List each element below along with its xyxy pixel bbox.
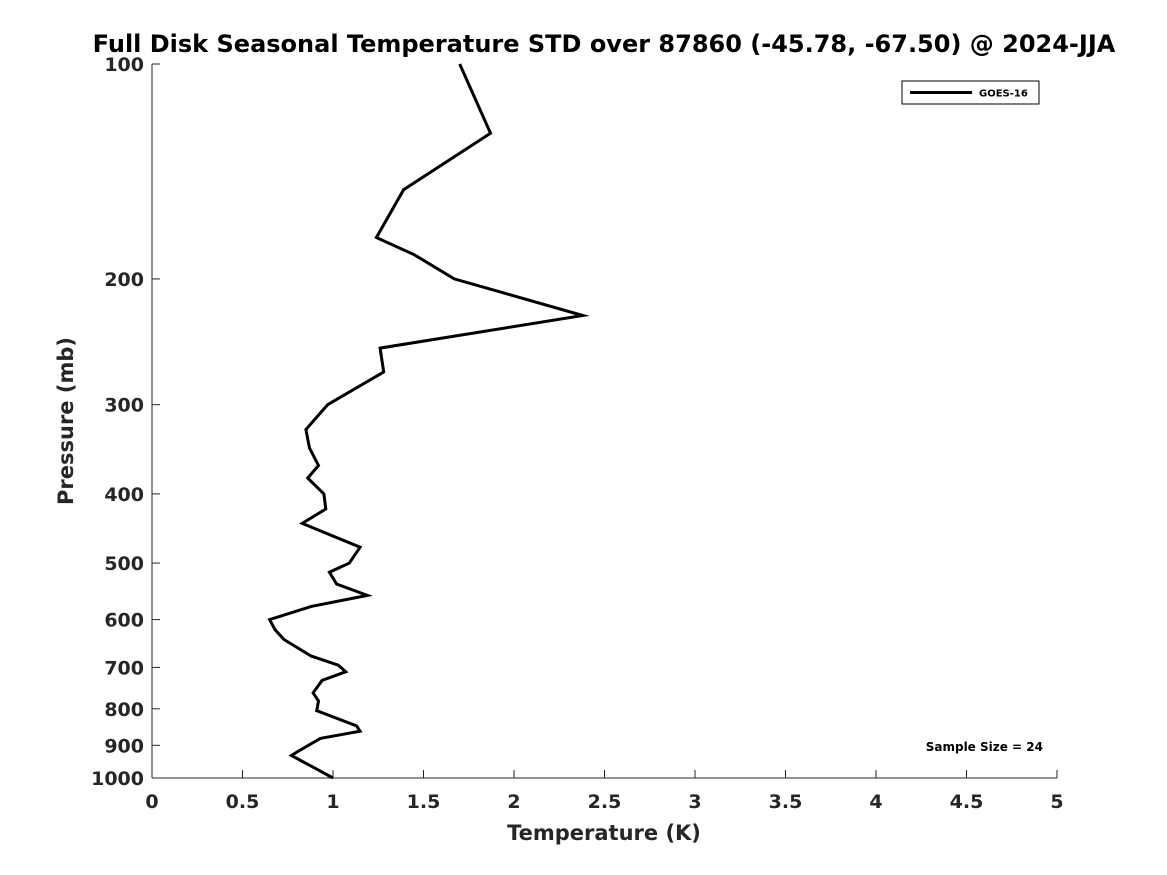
data-point: [305, 429, 306, 430]
y-tick-label: 400: [104, 484, 144, 506]
y-tick-label: 800: [104, 699, 144, 721]
data-point: [403, 189, 404, 190]
y-tick-label: 900: [104, 735, 144, 757]
x-axis-ticks: 0 0.5 1 1.5 2 2.5 3 3.5 4 4.5 5: [145, 770, 1064, 813]
data-point: [329, 572, 330, 573]
data-point: [582, 315, 583, 316]
data-point: [459, 64, 460, 65]
data-point: [320, 738, 321, 739]
data-point: [318, 770, 319, 771]
y-tick-label: 1000: [91, 768, 144, 790]
x-tick-label: 2.5: [588, 791, 622, 813]
legend-label-goes-16: GOES-16: [979, 89, 1028, 100]
x-tick-label: 0: [145, 791, 158, 813]
series-layer: [267, 63, 590, 780]
y-tick-label: 500: [104, 553, 144, 575]
data-point: [338, 665, 339, 666]
data-point: [311, 606, 312, 607]
data-point: [490, 133, 491, 134]
y-tick-label: 200: [104, 269, 144, 291]
data-point: [333, 778, 334, 779]
data-point: [360, 547, 361, 548]
data-point: [307, 477, 308, 478]
x-tick-label: 4: [869, 791, 882, 813]
y-tick-label: 100: [104, 54, 144, 76]
series-line-goes-16: [267, 63, 590, 780]
data-point: [380, 348, 381, 349]
data-point: [318, 700, 319, 701]
data-point: [269, 619, 270, 620]
x-tick-label: 5: [1050, 791, 1063, 813]
data-point: [318, 465, 319, 466]
y-tick-label: 600: [104, 610, 144, 632]
data-point: [313, 692, 314, 693]
data-point: [454, 278, 455, 279]
y-axis-label: Pressure (mb): [54, 337, 78, 505]
data-point: [296, 752, 297, 753]
data-point: [323, 493, 324, 494]
y-axis-ticks: 100 200 300 400 500 600 700 800 900 1000: [91, 54, 160, 790]
data-point: [383, 371, 384, 372]
x-tick-label: 0.5: [226, 791, 260, 813]
data-point: [309, 448, 310, 449]
x-tick-label: 1.5: [407, 791, 441, 813]
data-point: [336, 584, 337, 585]
x-tick-label: 2: [507, 791, 520, 813]
data-point: [302, 523, 303, 524]
data-point: [327, 404, 328, 405]
data-point: [325, 509, 326, 510]
chart-title: Full Disk Seasonal Temperature STD over …: [93, 30, 1116, 58]
x-tick-label: 4.5: [950, 791, 984, 813]
sample-size-annotation: Sample Size = 24: [926, 740, 1043, 754]
data-point: [291, 755, 292, 756]
y-tick-label: 700: [104, 657, 144, 679]
data-point: [367, 595, 368, 596]
x-tick-label: 3: [688, 791, 701, 813]
data-point: [356, 725, 357, 726]
data-point: [311, 656, 312, 657]
data-point: [360, 731, 361, 732]
y-tick-label: 300: [104, 395, 144, 417]
data-point: [349, 563, 350, 564]
data-point: [414, 254, 415, 255]
legend: GOES-16: [901, 80, 1040, 105]
data-point: [376, 237, 377, 238]
x-axis-label: Temperature (K): [507, 821, 701, 845]
data-point: [316, 710, 317, 711]
data-point: [322, 680, 323, 681]
data-point: [275, 629, 276, 630]
x-tick-label: 1: [326, 791, 339, 813]
x-tick-label: 3.5: [769, 791, 803, 813]
data-point: [284, 639, 285, 640]
data-point: [345, 671, 346, 672]
